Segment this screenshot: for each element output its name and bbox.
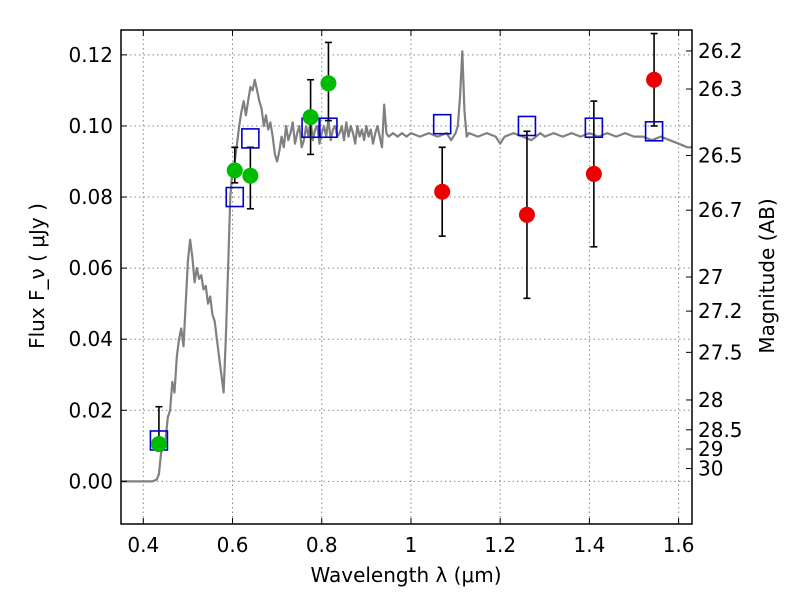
x-tick-label: 1 <box>405 533 418 557</box>
x-tick-label: 0.4 <box>127 533 159 557</box>
right-tick-label: 27 <box>698 265 723 289</box>
model-photometry-box <box>517 115 537 137</box>
y-tick-label: 0.00 <box>68 469 113 493</box>
x-tick-label: 1.4 <box>573 533 605 557</box>
right-tick-label: 26.7 <box>698 198 743 222</box>
x-axis-title: Wavelength λ (μm) <box>310 563 501 587</box>
detection-point <box>320 75 337 92</box>
x-tick-label: 0.8 <box>306 533 338 557</box>
right-tick-label: 28.5 <box>698 418 743 442</box>
right-tick-label: 27.5 <box>698 340 743 364</box>
detection-point <box>226 162 243 179</box>
y-axis-title: Flux F_ν ( μJy ) <box>25 203 49 349</box>
error-bars <box>155 32 658 447</box>
right-tick-label: 26.5 <box>698 143 743 167</box>
detection-point <box>302 109 319 126</box>
detection-point <box>150 436 167 453</box>
x-tick-label: 1.6 <box>663 533 695 557</box>
axis-ticks <box>121 30 692 524</box>
y-tick-label: 0.08 <box>68 185 113 209</box>
model-photometry-box <box>644 120 664 142</box>
model-photometry-box <box>241 128 260 149</box>
right-tick-label: 29 <box>698 437 723 461</box>
tick-labels: 0.4 0.6 0.8 1 1.2 1.4 1.6 0.00 0.02 0.04 0.06 0.08 0… <box>68 39 742 557</box>
right-tick-label: 28 <box>698 388 723 412</box>
upper-limit-point <box>585 165 602 182</box>
y-tick-label: 0.12 <box>68 43 113 67</box>
right-tick-label: 26.3 <box>698 77 743 101</box>
upper-limit-point <box>434 183 451 200</box>
upper-limit-point <box>646 71 663 88</box>
grid <box>121 30 692 524</box>
model-photometry-box <box>319 117 338 139</box>
detection-point <box>242 167 259 184</box>
y-tick-label: 0.06 <box>68 256 113 280</box>
model-spectrum <box>121 50 692 483</box>
right-axis-title: Magnitude (AB) <box>755 198 779 353</box>
y-tick-label: 0.02 <box>68 398 113 422</box>
model-photometry-box <box>225 186 245 208</box>
plot-frame <box>120 29 693 525</box>
model-spectrum-line <box>121 50 692 483</box>
y-tick-label: 0.10 <box>68 114 113 138</box>
upper-limit-point <box>518 206 535 223</box>
right-tick-label: 30 <box>698 457 723 481</box>
x-tick-label: 0.6 <box>217 533 249 557</box>
model-photometry-box <box>584 117 604 139</box>
y-tick-label: 0.04 <box>68 327 113 351</box>
data-markers <box>149 71 664 453</box>
right-tick-label: 26.2 <box>698 39 743 63</box>
right-tick-label: 27.2 <box>698 299 743 323</box>
model-photometry-box <box>432 113 452 135</box>
x-tick-label: 1.2 <box>484 533 516 557</box>
